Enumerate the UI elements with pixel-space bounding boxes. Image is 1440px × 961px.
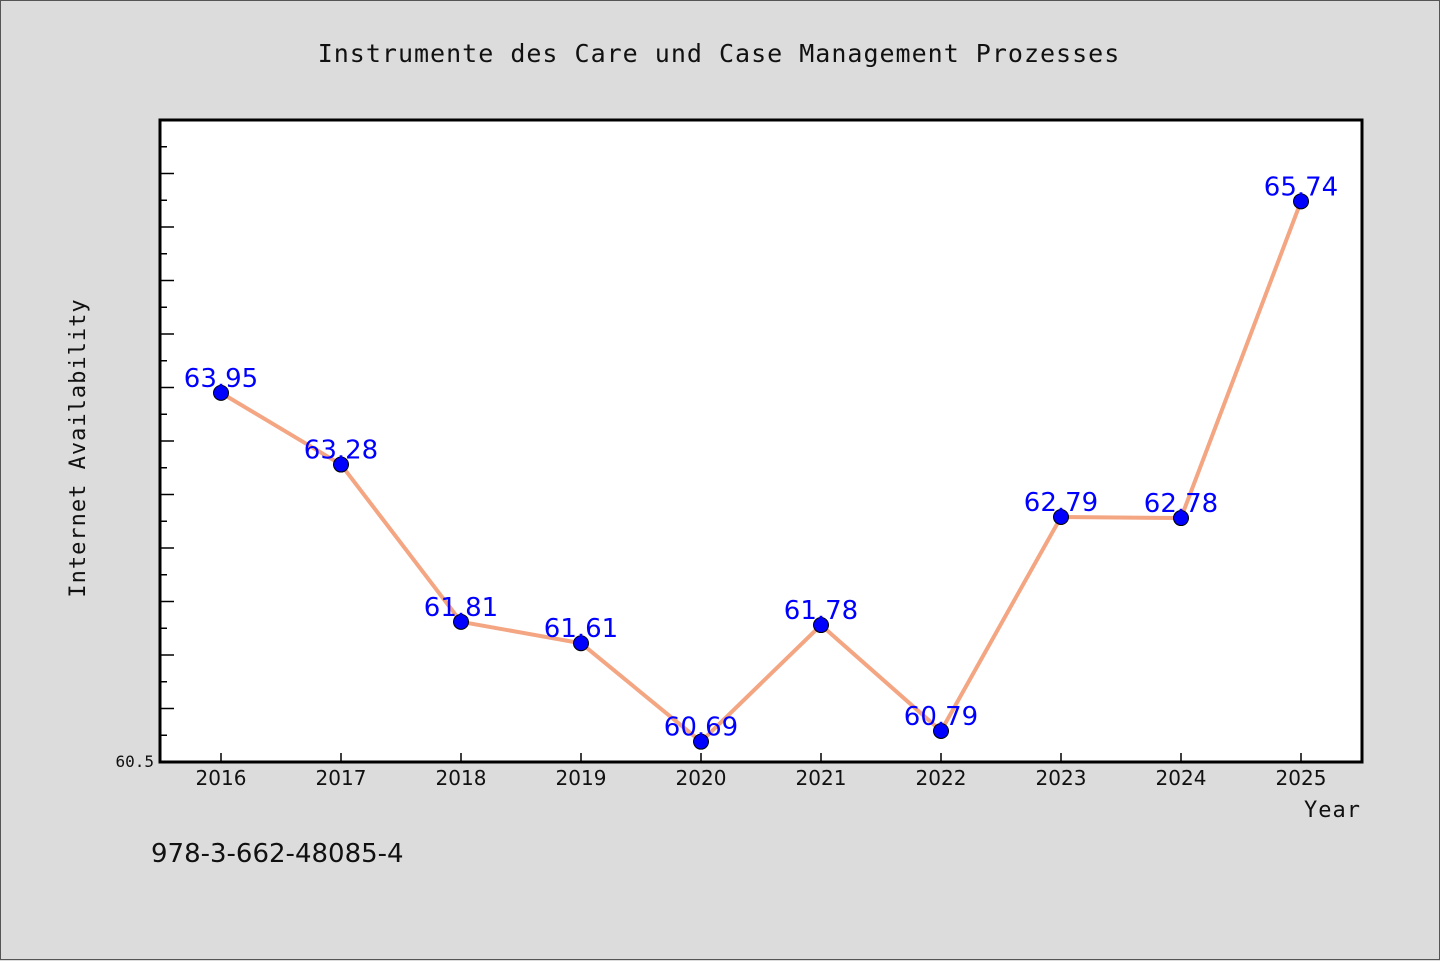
y-axis-ticks [160, 146, 174, 736]
x-axis-label: Year [1304, 798, 1361, 823]
data-label: 61.78 [784, 596, 858, 626]
x-axis-ticks: 2016 2017 2018 2019 2020 2021 2022 2023 2024 2025 [196, 753, 1327, 790]
x-tick-label: 2022 [916, 766, 967, 790]
x-tick-label: 2023 [1036, 766, 1087, 790]
data-label: 61.81 [424, 593, 498, 623]
y-axis-label: Internet Availability [66, 298, 91, 597]
x-tick-label: 2024 [1156, 766, 1207, 790]
x-tick-label: 2016 [196, 766, 247, 790]
chart-title: Instrumente des Care und Case Management… [318, 39, 1121, 68]
series-line [219, 199, 1303, 744]
data-point [213, 384, 229, 401]
data-point [1173, 510, 1189, 527]
data-point [1293, 193, 1309, 210]
x-tick-label: 2025 [1276, 766, 1327, 790]
x-tick-label: 2018 [436, 766, 487, 790]
data-point [573, 635, 589, 652]
data-point [333, 456, 349, 473]
data-label: 60.79 [904, 702, 978, 732]
data-label: 63.28 [304, 436, 378, 466]
x-tick-label: 2019 [556, 766, 607, 790]
data-label: 62.78 [1144, 489, 1218, 519]
x-tick-label: 2021 [796, 766, 847, 790]
data-point [933, 722, 949, 739]
data-label: 62.79 [1024, 488, 1098, 518]
y-min-label: 60.5 [115, 752, 154, 771]
series-layer: 63.95 63.28 61.81 61.61 60.69 61.78 60.79 62.79… [184, 172, 1338, 750]
data-label: 65.74 [1264, 172, 1338, 202]
data-point [1053, 508, 1069, 525]
data-point [813, 617, 829, 634]
plot-area [158, 118, 1364, 764]
data-label: 61.61 [544, 614, 618, 644]
x-tick-label: 2020 [676, 766, 727, 790]
data-label: 60.69 [664, 713, 738, 743]
data-point [693, 733, 709, 750]
data-point [453, 613, 469, 630]
data-label: 63.95 [184, 364, 258, 394]
x-tick-label: 2017 [316, 766, 367, 790]
footnote-isbn: 978-3-662-48085-4 [151, 839, 404, 869]
